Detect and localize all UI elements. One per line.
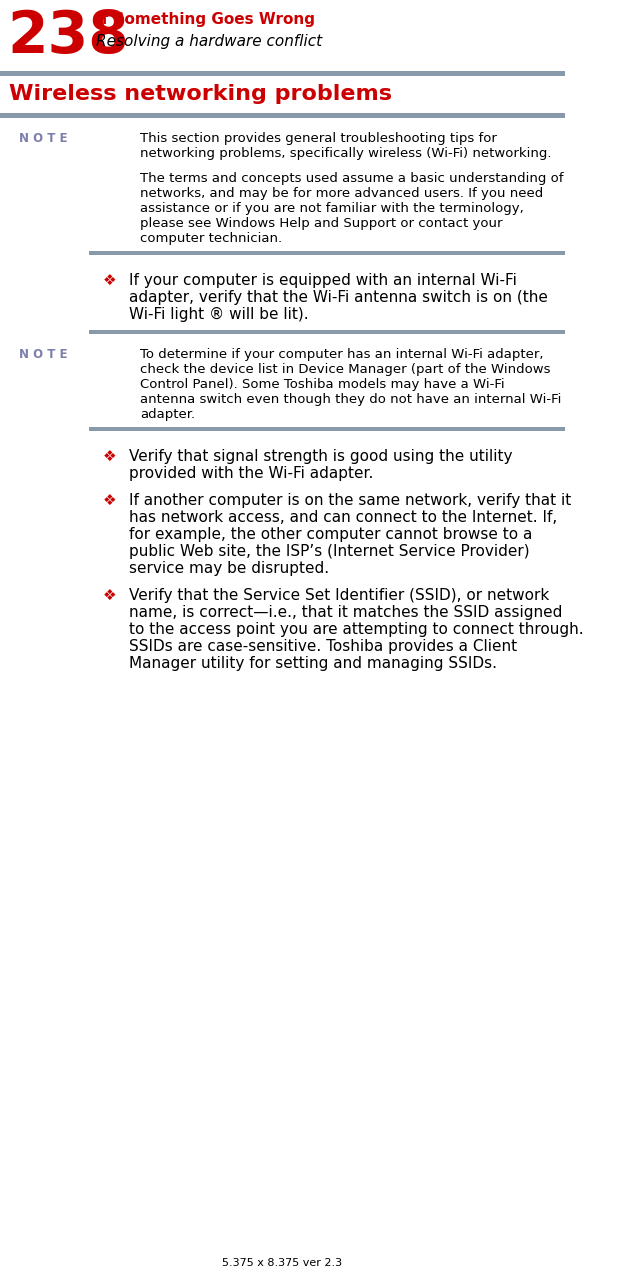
Text: Verify that signal strength is good using the utility: Verify that signal strength is good usin… bbox=[130, 449, 513, 464]
Text: Manager utility for setting and managing SSIDs.: Manager utility for setting and managing… bbox=[130, 656, 497, 671]
Text: If your computer is equipped with an internal Wi-Fi: If your computer is equipped with an int… bbox=[130, 273, 517, 289]
Text: N O T E: N O T E bbox=[20, 348, 68, 361]
Text: ❖: ❖ bbox=[103, 273, 116, 289]
Text: If another computer is on the same network, verify that it: If another computer is on the same netwo… bbox=[130, 493, 572, 508]
Text: antenna switch even though they do not have an internal Wi-Fi: antenna switch even though they do not h… bbox=[140, 393, 561, 405]
Text: assistance or if you are not familiar with the terminology,: assistance or if you are not familiar wi… bbox=[140, 202, 524, 215]
Text: service may be disrupted.: service may be disrupted. bbox=[130, 561, 329, 576]
Text: Wireless networking problems: Wireless networking problems bbox=[9, 84, 392, 104]
Text: to the access point you are attempting to connect through.: to the access point you are attempting t… bbox=[130, 622, 584, 637]
Text: networks, and may be for more advanced users. If you need: networks, and may be for more advanced u… bbox=[140, 187, 543, 200]
Text: ❖: ❖ bbox=[103, 588, 116, 602]
Text: Resolving a hardware conflict: Resolving a hardware conflict bbox=[96, 34, 322, 50]
Bar bbox=[0, 113, 565, 118]
Text: ❖: ❖ bbox=[103, 449, 116, 464]
Text: provided with the Wi-Fi adapter.: provided with the Wi-Fi adapter. bbox=[130, 466, 374, 480]
Text: ❖: ❖ bbox=[103, 493, 116, 508]
Text: networking problems, specifically wireless (Wi-Fi) networking.: networking problems, specifically wirele… bbox=[140, 147, 551, 160]
Text: The terms and concepts used assume a basic understanding of: The terms and concepts used assume a bas… bbox=[140, 172, 563, 186]
Text: computer technician.: computer technician. bbox=[140, 233, 282, 245]
Text: 5.375 x 8.375 ver 2.3: 5.375 x 8.375 ver 2.3 bbox=[222, 1258, 343, 1268]
Text: If Something Goes Wrong: If Something Goes Wrong bbox=[96, 11, 315, 27]
Text: name, is correct—i.e., that it matches the SSID assigned: name, is correct—i.e., that it matches t… bbox=[130, 605, 563, 620]
Text: Verify that the Service Set Identifier (SSID), or network: Verify that the Service Set Identifier (… bbox=[130, 588, 549, 602]
Text: adapter, verify that the Wi-Fi antenna switch is on (the: adapter, verify that the Wi-Fi antenna s… bbox=[130, 290, 548, 305]
Text: N O T E: N O T E bbox=[20, 132, 68, 145]
Bar bbox=[89, 250, 565, 255]
Text: Wi-Fi light ® will be lit).: Wi-Fi light ® will be lit). bbox=[130, 308, 309, 322]
Text: SSIDs are case-sensitive. Toshiba provides a Client: SSIDs are case-sensitive. Toshiba provid… bbox=[130, 639, 517, 655]
Text: please see Windows Help and Support or contact your: please see Windows Help and Support or c… bbox=[140, 217, 502, 230]
Text: This section provides general troubleshooting tips for: This section provides general troublesho… bbox=[140, 132, 497, 145]
Bar bbox=[89, 427, 565, 431]
Text: To determine if your computer has an internal Wi-Fi adapter,: To determine if your computer has an int… bbox=[140, 348, 544, 361]
Bar bbox=[0, 71, 565, 76]
Text: 238: 238 bbox=[7, 8, 129, 65]
Text: public Web site, the ISP’s (Internet Service Provider): public Web site, the ISP’s (Internet Ser… bbox=[130, 544, 530, 559]
Text: adapter.: adapter. bbox=[140, 408, 195, 421]
Text: for example, the other computer cannot browse to a: for example, the other computer cannot b… bbox=[130, 527, 533, 541]
Text: has network access, and can connect to the Internet. If,: has network access, and can connect to t… bbox=[130, 510, 558, 525]
Bar bbox=[89, 330, 565, 334]
Text: check the device list in Device Manager (part of the Windows: check the device list in Device Manager … bbox=[140, 364, 551, 376]
Text: Control Panel). Some Toshiba models may have a Wi-Fi: Control Panel). Some Toshiba models may … bbox=[140, 377, 505, 391]
